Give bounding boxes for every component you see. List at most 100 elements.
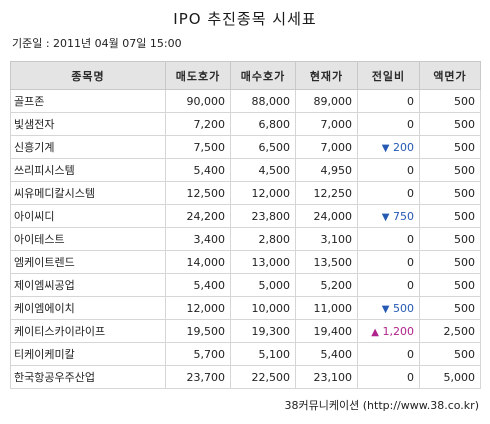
ask-price: 12,500 <box>165 181 231 205</box>
bid-price: 5,000 <box>230 273 296 297</box>
price-table-container: 종목명 매도호가 매수호가 현재가 전일비 액면가 골프존 90,000 88,00… <box>10 61 481 389</box>
change-value: 0 <box>407 347 414 361</box>
column-header-price: 현재가 <box>295 61 358 90</box>
stock-name: 엠케이트렌드 <box>10 250 166 274</box>
column-header-name: 종목명 <box>10 61 166 90</box>
table-row: 아이씨디 24,200 23,800 24,000 ▼ 750 500 <box>10 204 481 228</box>
stock-name: 티케이케미칼 <box>10 342 166 366</box>
table-row: 아이테스트 3,400 2,800 3,100 0 500 <box>10 227 481 251</box>
change-value: 200 <box>393 140 414 154</box>
change-value: 0 <box>407 94 414 108</box>
change-cell: 0 <box>357 227 420 251</box>
par-value: 500 <box>419 135 481 159</box>
table-row: 쓰리피시스템 5,400 4,500 4,950 0 500 <box>10 158 481 182</box>
table-body: 골프존 90,000 88,000 89,000 0 500 빛샘전자 7,200 6,800 7… <box>10 89 481 389</box>
change-value: 0 <box>407 186 414 200</box>
current-price: 12,250 <box>295 181 358 205</box>
change-cell: ▼ 500 <box>357 296 420 320</box>
stock-name: 씨유메디칼시스템 <box>10 181 166 205</box>
change-cell: 0 <box>357 112 420 136</box>
table-row: 골프존 90,000 88,000 89,000 0 500 <box>10 89 481 113</box>
change-value: 0 <box>407 232 414 246</box>
stock-name: 쓰리피시스템 <box>10 158 166 182</box>
current-price: 24,000 <box>295 204 358 228</box>
par-value: 500 <box>419 158 481 182</box>
price-table: 종목명 매도호가 매수호가 현재가 전일비 액면가 골프존 90,000 88,00… <box>10 61 481 389</box>
current-price: 7,000 <box>295 112 358 136</box>
stock-name: 한국항공우주산업 <box>10 365 166 389</box>
source-credit: 38커뮤니케이션 (http://www.38.co.kr) <box>284 399 479 412</box>
ask-price: 19,500 <box>165 319 231 343</box>
ask-price: 14,000 <box>165 250 231 274</box>
table-row: 케이엠에이치 12,000 10,000 11,000 ▼ 500 500 <box>10 296 481 320</box>
bid-price: 5,100 <box>230 342 296 366</box>
current-price: 11,000 <box>295 296 358 320</box>
arrow-up-icon: ▲ <box>371 326 379 338</box>
change-value: 1,200 <box>382 324 415 338</box>
change-cell: 0 <box>357 342 420 366</box>
bid-price: 4,500 <box>230 158 296 182</box>
par-value: 500 <box>419 204 481 228</box>
arrow-down-icon: ▼ <box>381 211 390 223</box>
current-price: 5,200 <box>295 273 358 297</box>
stock-name: 케이엠에이치 <box>10 296 166 320</box>
par-value: 500 <box>419 181 481 205</box>
par-value: 500 <box>419 112 481 136</box>
current-price: 7,000 <box>295 135 358 159</box>
change-cell: ▲ 1,200 <box>357 319 420 343</box>
change-value: 0 <box>407 117 414 131</box>
page-title: IPO 추진종목 시세표 <box>173 10 317 28</box>
table-row: 한국항공우주산업 23,700 22,500 23,100 0 5,000 <box>10 365 481 389</box>
stock-name: 케이티스카이라이프 <box>10 319 166 343</box>
stock-name: 아이씨디 <box>10 204 166 228</box>
par-value: 500 <box>419 250 481 274</box>
current-price: 89,000 <box>295 89 358 113</box>
ask-price: 5,400 <box>165 158 231 182</box>
bid-price: 6,800 <box>230 112 296 136</box>
arrow-down-icon: ▼ <box>381 303 390 315</box>
change-cell: 0 <box>357 273 420 297</box>
bid-price: 19,300 <box>230 319 296 343</box>
bid-price: 6,500 <box>230 135 296 159</box>
current-price: 4,950 <box>295 158 358 182</box>
bid-price: 12,000 <box>230 181 296 205</box>
ask-price: 5,700 <box>165 342 231 366</box>
bid-price: 22,500 <box>230 365 296 389</box>
par-value: 500 <box>419 89 481 113</box>
ask-price: 12,000 <box>165 296 231 320</box>
ask-price: 23,700 <box>165 365 231 389</box>
change-cell: ▼ 750 <box>357 204 420 228</box>
column-header-change: 전일비 <box>357 61 420 90</box>
change-cell: 0 <box>357 250 420 274</box>
change-value: 0 <box>407 278 414 292</box>
bid-price: 88,000 <box>230 89 296 113</box>
column-header-par: 액면가 <box>419 61 481 90</box>
change-value: 500 <box>393 301 414 315</box>
change-value: 750 <box>393 209 414 223</box>
change-cell: ▼ 200 <box>357 135 420 159</box>
current-price: 23,100 <box>295 365 358 389</box>
bid-price: 2,800 <box>230 227 296 251</box>
change-value: 0 <box>407 163 414 177</box>
change-cell: 0 <box>357 89 420 113</box>
change-cell: 0 <box>357 365 420 389</box>
stock-name: 신흥기계 <box>10 135 166 159</box>
par-value: 2,500 <box>419 319 481 343</box>
table-row: 엠케이트렌드 14,000 13,000 13,500 0 500 <box>10 250 481 274</box>
current-price: 3,100 <box>295 227 358 251</box>
current-price: 19,400 <box>295 319 358 343</box>
ask-price: 7,200 <box>165 112 231 136</box>
ask-price: 90,000 <box>165 89 231 113</box>
stock-name: 빛샘전자 <box>10 112 166 136</box>
column-header-ask: 매도호가 <box>165 61 231 90</box>
change-value: 0 <box>407 370 414 384</box>
ask-price: 24,200 <box>165 204 231 228</box>
ask-price: 5,400 <box>165 273 231 297</box>
table-row: 티케이케미칼 5,700 5,100 5,400 0 500 <box>10 342 481 366</box>
stock-name: 아이테스트 <box>10 227 166 251</box>
change-cell: 0 <box>357 158 420 182</box>
par-value: 500 <box>419 296 481 320</box>
ask-price: 3,400 <box>165 227 231 251</box>
table-row: 케이티스카이라이프 19,500 19,300 19,400 ▲ 1,200 2,500 <box>10 319 481 343</box>
par-value: 5,000 <box>419 365 481 389</box>
